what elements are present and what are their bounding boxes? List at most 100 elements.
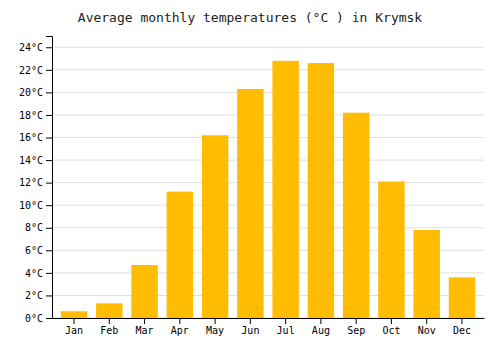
x-axis-line <box>53 318 485 319</box>
grid-line <box>52 205 484 206</box>
y-tick-label: 16°C <box>19 132 43 143</box>
y-tick-mark <box>46 160 52 161</box>
y-tick-label: 8°C <box>25 222 43 233</box>
y-tick-mark <box>46 295 52 296</box>
x-tick-label: Jan <box>65 325 83 336</box>
y-tick-label: 0°C <box>25 313 43 324</box>
x-tick-mark <box>109 318 110 324</box>
x-tick: Mar <box>136 318 154 336</box>
y-tick-mark <box>46 205 52 206</box>
x-tick-label: Jun <box>241 325 259 336</box>
x-axis: Jan Feb Mar Apr May Jun Jul Aug Sep Oct Nov Dec <box>53 318 485 336</box>
x-tick-mark <box>144 318 145 324</box>
grid <box>52 47 484 318</box>
y-tick-label: 20°C <box>19 87 43 98</box>
x-tick: Jul <box>277 318 295 336</box>
x-tick-mark <box>250 318 251 324</box>
grid-line <box>52 160 484 161</box>
y-tick-label: 18°C <box>19 110 43 121</box>
title: Average monthly temperatures (°C ) in Kr… <box>78 10 423 25</box>
y-axis-line <box>46 37 53 319</box>
x-tick-mark <box>285 318 286 324</box>
y-tick: 4°C <box>25 268 52 279</box>
grid-line <box>52 182 484 183</box>
x-tick: Jun <box>241 318 259 336</box>
y-tick: 0°C <box>25 313 52 324</box>
x-tick-mark <box>320 318 321 324</box>
x-tick: Oct <box>382 318 400 336</box>
y-tick: 8°C <box>25 222 52 233</box>
y-tick-label: 14°C <box>19 155 43 166</box>
bar <box>237 89 263 318</box>
y-tick: 22°C <box>19 65 52 76</box>
y-tick-label: 2°C <box>25 290 43 301</box>
bar <box>131 265 157 318</box>
bars <box>61 61 475 318</box>
y-tick-label: 22°C <box>19 65 43 76</box>
x-tick-label: Dec <box>453 325 471 336</box>
y-tick-label: 12°C <box>19 177 43 188</box>
x-tick-mark <box>356 318 357 324</box>
y-tick: 12°C <box>19 177 52 188</box>
bar <box>378 182 404 318</box>
bar <box>167 192 193 318</box>
x-tick-mark <box>391 318 392 324</box>
y-axis: 0°C 2°C 4°C 6°C 8°C 10°C 12°C 14°C 16°C 18°C 20°C 2… <box>19 37 53 324</box>
y-tick: 18°C <box>19 110 52 121</box>
x-tick: Nov <box>418 318 436 336</box>
y-tick-mark <box>46 115 52 116</box>
y-tick-label: 24°C <box>19 42 43 53</box>
grid-line <box>52 137 484 138</box>
x-tick-mark <box>215 318 216 324</box>
x-tick-label: Nov <box>418 325 436 336</box>
y-tick-mark <box>46 228 52 229</box>
y-tick-mark <box>46 70 52 71</box>
x-tick-label: Oct <box>382 325 400 336</box>
x-tick-label: Apr <box>171 325 189 336</box>
x-tick: Apr <box>171 318 189 336</box>
y-tick: 2°C <box>25 290 52 301</box>
x-tick: Aug <box>312 318 330 336</box>
bar <box>96 303 122 318</box>
x-tick: Sep <box>347 318 365 336</box>
bar <box>272 61 298 318</box>
x-tick: May <box>206 318 224 336</box>
x-tick: Feb <box>100 318 118 336</box>
y-tick-mark <box>46 183 52 184</box>
x-tick-mark <box>179 318 180 324</box>
grid-line <box>52 92 484 93</box>
y-tick-label: 4°C <box>25 268 43 279</box>
y-tick: 6°C <box>25 245 52 256</box>
bar <box>308 63 334 318</box>
bar <box>449 277 475 318</box>
bar <box>413 230 439 318</box>
grid-line <box>52 69 484 70</box>
x-tick-label: Mar <box>136 325 154 336</box>
x-tick-label: Feb <box>100 325 118 336</box>
y-tick-mark <box>46 138 52 139</box>
x-tick-label: May <box>206 325 224 336</box>
x-tick: Dec <box>453 318 471 336</box>
plot: 0°C 2°C 4°C 6°C 8°C 10°C 12°C 14°C 16°C 18°C 20°C 2… <box>19 37 485 337</box>
y-tick-mark <box>46 273 52 274</box>
y-tick-label: 6°C <box>25 245 43 256</box>
x-tick-mark <box>426 318 427 324</box>
x-tick-mark <box>461 318 462 324</box>
y-tick-mark <box>46 47 52 48</box>
x-tick-label: Sep <box>347 325 365 336</box>
grid-line <box>52 47 484 48</box>
chart: Average monthly temperatures (°C ) in Kr… <box>0 0 500 350</box>
y-tick-mark <box>46 92 52 93</box>
y-tick-mark <box>46 250 52 251</box>
bar <box>61 311 87 318</box>
y-tick-label: 10°C <box>19 200 43 211</box>
bar <box>343 113 369 318</box>
grid-line <box>52 227 484 228</box>
y-tick: 20°C <box>19 87 52 98</box>
grid-line <box>52 114 484 115</box>
bar <box>202 135 228 318</box>
x-tick-label: Jul <box>277 325 295 336</box>
y-tick: 10°C <box>19 200 52 211</box>
y-tick: 16°C <box>19 132 52 143</box>
y-tick: 24°C <box>19 42 52 53</box>
